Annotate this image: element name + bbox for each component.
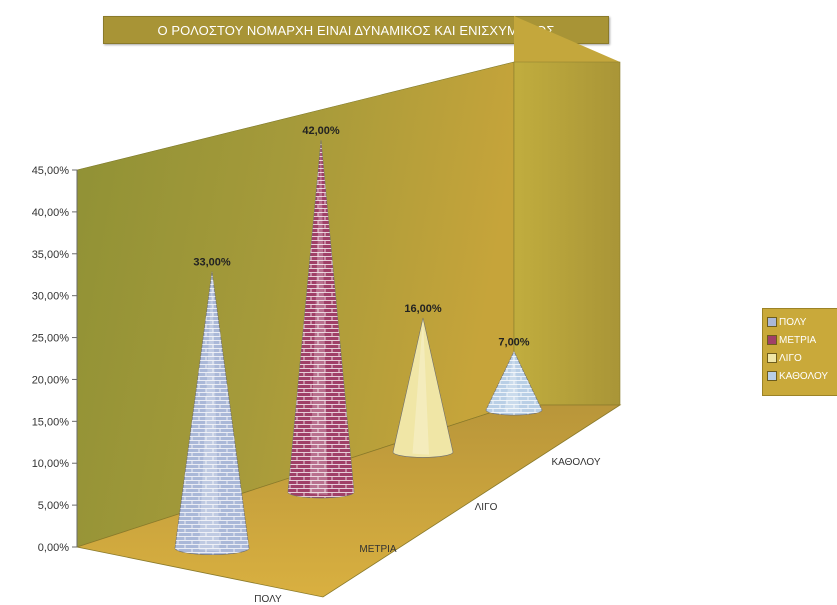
cone-2 — [287, 140, 355, 499]
legend-item: ΜΕΤΡΙΑ — [767, 333, 816, 347]
y-tick-label: 40,00% — [32, 207, 70, 219]
y-tick-label: 30,00% — [32, 291, 70, 303]
cone-highlight — [309, 140, 328, 495]
cone-brick-pattern — [486, 351, 542, 416]
cone-highlight — [504, 351, 520, 413]
legend-label: ΛΙΓΟ — [779, 352, 802, 364]
data-label: 7,00% — [498, 336, 529, 348]
chart-title: Ο ΡΟΛΟΣΤΟΥ ΝΟΜΑΡΧΗ ΕΙΝΑΙ ΔΥΝΑΜΙΚΟΣ ΚΑΙ Ε… — [157, 22, 555, 38]
side-wall-face — [513, 61, 621, 406]
cone-highlight — [199, 271, 220, 552]
cone-4 — [485, 350, 543, 416]
chart-legend: ΠΟΛΥ ΜΕΤΡΙΑ ΛΙΓΟ ΚΑΘΟΛΟΥ — [762, 308, 837, 396]
legend-item: ΚΑΘΟΛΟΥ — [767, 369, 828, 383]
y-tick-label: 25,00% — [32, 333, 70, 345]
legend-swatch — [767, 371, 777, 381]
x-tick-label: ΛΙΓΟ — [475, 502, 498, 513]
x-tick-label: ΠΟΛΥ — [254, 594, 282, 605]
cone-body — [392, 317, 454, 458]
y-tick-label: 20,00% — [32, 374, 70, 386]
legend-item: ΠΟΛΥ — [767, 315, 806, 329]
legend-swatch — [767, 317, 777, 327]
data-label: 42,00% — [302, 125, 340, 137]
y-tick-label: 0,00% — [38, 542, 69, 554]
data-label: 16,00% — [404, 303, 442, 315]
x-tick-label: ΚΑΘΟΛΟΥ — [551, 457, 600, 468]
y-tick-label: 15,00% — [32, 416, 70, 428]
legend-label: ΠΟΛΥ — [779, 316, 807, 328]
cone-highlight — [412, 317, 429, 455]
data-label: 33,00% — [193, 257, 231, 269]
legend-swatch — [767, 335, 777, 345]
x-tick-label: ΜΕΤΡΙΑ — [359, 544, 397, 555]
cone-1 — [174, 271, 250, 555]
cone-brick-pattern — [175, 271, 249, 555]
legend-swatch — [767, 353, 777, 363]
cone-3 — [392, 317, 454, 458]
y-tick-label: 45,00% — [32, 165, 70, 177]
cone-brick-pattern — [288, 140, 354, 498]
legend-label: ΜΕΤΡΙΑ — [779, 334, 817, 346]
y-tick-label: 35,00% — [32, 249, 70, 261]
legend-label: ΚΑΘΟΛΟΥ — [779, 370, 829, 382]
y-tick-label: 10,00% — [32, 458, 70, 470]
legend-item: ΛΙΓΟ — [767, 351, 802, 365]
y-tick-label: 5,00% — [38, 500, 69, 512]
